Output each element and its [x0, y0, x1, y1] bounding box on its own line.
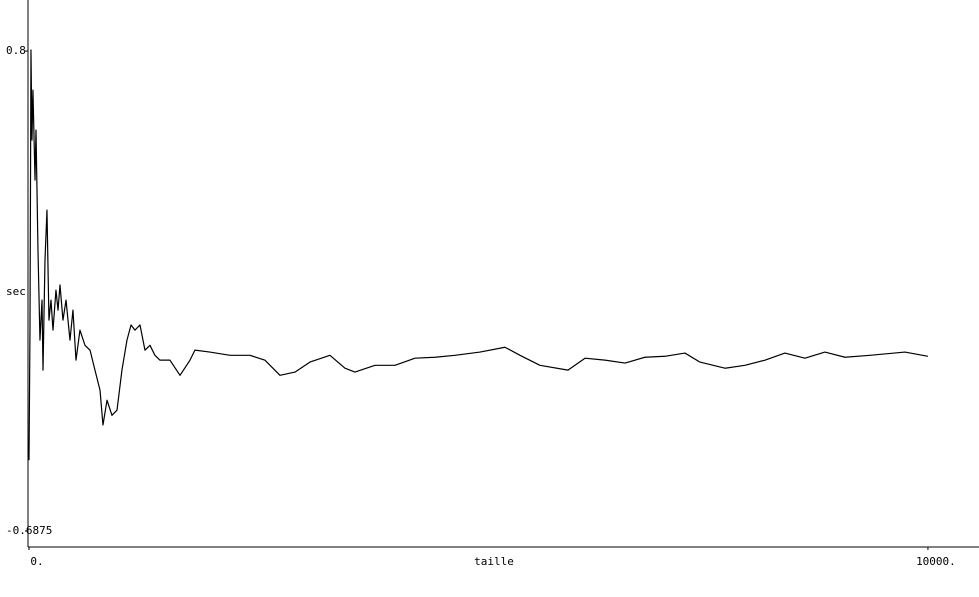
- x-tick-label: 0.: [30, 555, 43, 568]
- data-line: [28, 49, 929, 461]
- y-tick-label: 0.8: [6, 44, 26, 57]
- y-axis-label: sec: [6, 285, 26, 298]
- y-tick-label: -0.6875: [6, 524, 52, 537]
- x-axis-label: taille: [474, 555, 514, 568]
- x-tick-label: 10000.: [916, 555, 956, 568]
